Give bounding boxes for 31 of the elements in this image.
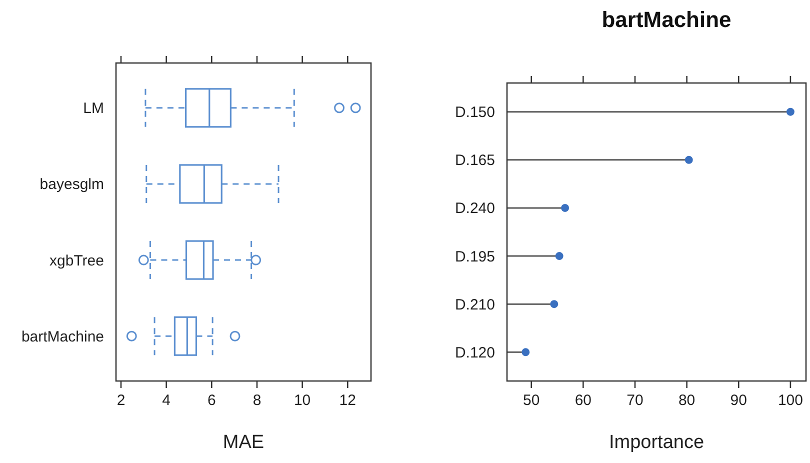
x-tick-label: 2 [116, 392, 126, 409]
x-tick-label: 6 [207, 392, 216, 409]
x-axis-title: Importance [608, 432, 704, 453]
x-tick-label: 10 [294, 392, 311, 409]
chart-title: bartMachine [602, 7, 732, 32]
x-tick-label: 4 [162, 392, 170, 409]
y-tick-label: bayesglm [40, 176, 104, 194]
point [561, 204, 570, 212]
y-tick-label: D.120 [454, 344, 495, 362]
x-tick-label: 60 [574, 392, 592, 409]
point [550, 300, 558, 308]
y-tick-label: D.210 [454, 296, 495, 314]
point [555, 252, 564, 260]
y-tick-label: D.165 [454, 152, 495, 170]
y-tick-label: LM [83, 100, 104, 118]
y-tick-label: bartMachine [21, 328, 104, 346]
x-tick-label: 50 [523, 392, 540, 409]
x-tick-label: 100 [778, 392, 803, 409]
x-tick-label: 90 [730, 392, 747, 409]
y-tick-label: D.195 [454, 248, 495, 266]
y-tick-label: D.150 [454, 104, 495, 122]
point [786, 108, 794, 116]
y-tick-label: D.240 [454, 200, 495, 218]
x-tick-label: 8 [252, 392, 262, 409]
y-tick-label: xgbTree [50, 252, 104, 270]
x-tick-label: 70 [626, 392, 644, 409]
point [522, 348, 530, 356]
x-tick-label: 80 [678, 392, 696, 409]
point [684, 156, 693, 164]
x-tick-label: 12 [339, 392, 356, 409]
x-axis-title: MAE [222, 432, 264, 453]
